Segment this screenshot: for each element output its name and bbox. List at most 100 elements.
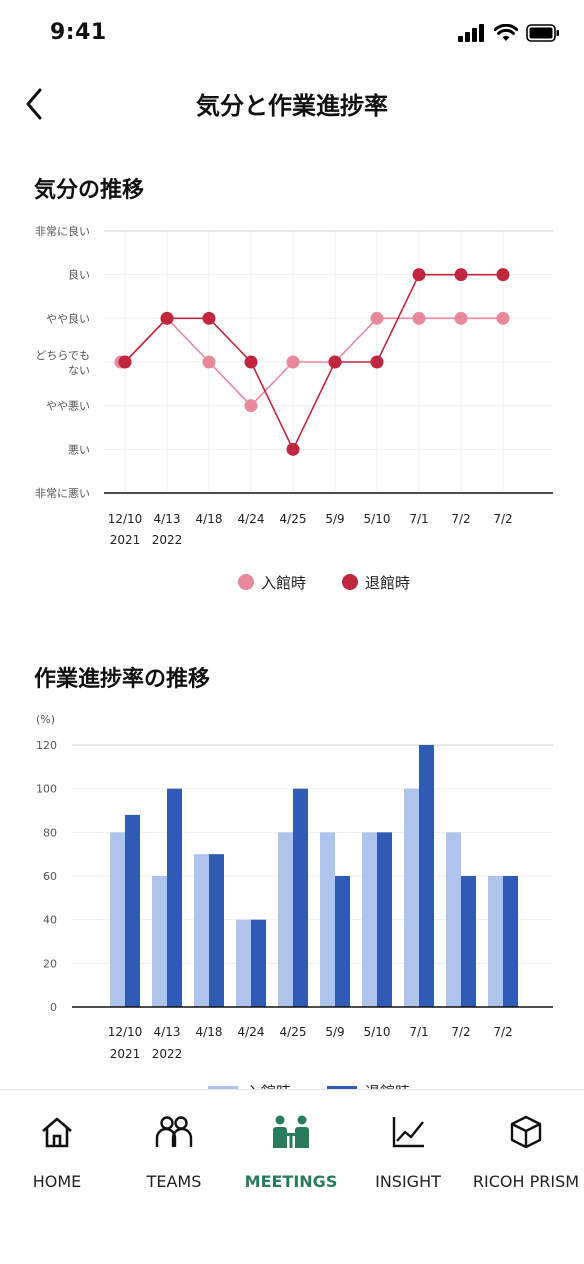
mood-point bbox=[160, 311, 174, 325]
nav-header: 気分と作業進捗率 bbox=[0, 70, 584, 134]
mood-x-tick-year: 2022 bbox=[152, 533, 183, 547]
mood-x-tick-label: 4/18 bbox=[196, 512, 223, 526]
progress-unit-label: (%) bbox=[36, 713, 55, 726]
home-icon bbox=[0, 1112, 115, 1152]
tab-label: HOME bbox=[32, 1172, 82, 1191]
mood-y-tick-label: 良い bbox=[68, 268, 90, 282]
mood-legend-label: 退館時 bbox=[365, 574, 410, 592]
progress-x-tick-label: 5/9 bbox=[325, 1025, 344, 1039]
progress-x-tick-label: 5/10 bbox=[364, 1025, 391, 1039]
progress-bar bbox=[167, 788, 182, 1007]
progress-bar bbox=[419, 745, 434, 1007]
progress-y-tick-label: 0 bbox=[50, 1001, 57, 1014]
progress-y-tick-label: 40 bbox=[43, 914, 57, 927]
wifi-icon bbox=[494, 24, 518, 41]
tab-teams[interactable]: TEAMS bbox=[116, 1112, 232, 1191]
progress-y-tick-label: 60 bbox=[43, 870, 57, 883]
bottom-tab-bar: HOME TEAMS MEETINGS INSIGHT RICOH PRISM bbox=[0, 1089, 584, 1264]
mood-point bbox=[286, 355, 300, 369]
mood-legend-marker bbox=[342, 574, 358, 590]
progress-x-tick-label: 4/13 bbox=[154, 1025, 181, 1039]
progress-x-tick-label: 7/2 bbox=[493, 1025, 512, 1039]
progress-x-tick-label: 7/1 bbox=[409, 1025, 428, 1039]
mood-legend-marker bbox=[238, 574, 254, 590]
progress-bar bbox=[293, 788, 308, 1007]
progress-x-tick-label: 4/25 bbox=[280, 1025, 307, 1039]
progress-bar bbox=[377, 832, 392, 1007]
mood-x-tick-label: 7/2 bbox=[451, 512, 470, 526]
tab-label: INSIGHT bbox=[375, 1172, 441, 1191]
progress-x-tick-label: 4/24 bbox=[238, 1025, 265, 1039]
mood-x-tick-year: 2021 bbox=[110, 533, 141, 547]
mood-y-tick-label: 非常に悪い bbox=[35, 487, 90, 500]
status-bar: 9:41 bbox=[0, 0, 584, 70]
meetings-icon bbox=[233, 1112, 349, 1152]
progress-bar bbox=[404, 788, 419, 1007]
tab-meetings[interactable]: MEETINGS bbox=[233, 1112, 349, 1191]
mood-point bbox=[496, 311, 510, 325]
insight-icon bbox=[350, 1112, 466, 1152]
mood-point bbox=[244, 355, 258, 369]
tab-label: RICOH PRISM bbox=[472, 1172, 580, 1191]
teams-icon bbox=[116, 1112, 232, 1152]
back-button[interactable] bbox=[14, 84, 54, 124]
progress-bar bbox=[446, 832, 461, 1007]
progress-bar bbox=[320, 832, 335, 1007]
mood-series-line bbox=[124, 273, 503, 452]
progress-bar bbox=[152, 876, 167, 1007]
signal-icon bbox=[458, 24, 484, 42]
progress-bar bbox=[251, 919, 266, 1007]
tab-insight[interactable]: INSIGHT bbox=[350, 1112, 466, 1191]
mood-point bbox=[412, 268, 426, 282]
battery-icon bbox=[526, 24, 559, 42]
mood-point bbox=[244, 399, 258, 413]
mood-point bbox=[118, 355, 132, 369]
progress-y-tick-label: 120 bbox=[36, 739, 57, 752]
progress-chart: (%) 0 20 40 60 80 100 120 12/10 2021 4/13 2022 4/18 4… bbox=[36, 713, 553, 1100]
mood-series-line bbox=[124, 317, 503, 407]
page-title: 気分と作業進捗率 bbox=[196, 92, 388, 120]
progress-bar bbox=[362, 832, 377, 1007]
progress-bar bbox=[461, 876, 476, 1007]
progress-y-tick-label: 20 bbox=[43, 957, 57, 970]
progress-bar bbox=[110, 832, 125, 1007]
mood-point bbox=[328, 355, 342, 369]
mood-point bbox=[202, 355, 216, 369]
mood-x-tick-label: 12/10 bbox=[108, 512, 143, 526]
prism-icon bbox=[468, 1112, 584, 1152]
tab-ricoh-prism[interactable]: RICOH PRISM bbox=[468, 1112, 584, 1191]
chevron-left-icon bbox=[26, 88, 42, 120]
progress-bar bbox=[236, 919, 251, 1007]
mood-point bbox=[454, 268, 468, 282]
mood-y-tick-label: どちらでもない bbox=[35, 349, 90, 377]
progress-y-tick-label: 100 bbox=[36, 783, 57, 796]
progress-bar bbox=[278, 832, 293, 1007]
progress-bar bbox=[194, 854, 209, 1007]
mood-y-tick-label: やや良い bbox=[46, 311, 90, 325]
mood-point bbox=[496, 268, 510, 282]
mood-point bbox=[286, 442, 300, 456]
progress-x-tick-label: 12/10 bbox=[108, 1025, 143, 1039]
status-icons bbox=[458, 24, 560, 42]
mood-x-tick-label: 4/25 bbox=[280, 512, 307, 526]
progress-bar bbox=[503, 876, 518, 1007]
progress-bar bbox=[209, 854, 224, 1007]
mood-x-tick-label: 5/10 bbox=[364, 512, 391, 526]
mood-point bbox=[370, 355, 384, 369]
mood-x-tick-label: 4/13 bbox=[154, 512, 181, 526]
tab-label: TEAMS bbox=[146, 1172, 202, 1191]
tab-home[interactable]: HOME bbox=[0, 1112, 115, 1191]
mood-x-tick-label: 7/1 bbox=[409, 512, 428, 526]
mood-chart: 非常に悪い 悪い やや悪い どちらでもない やや良い 良い 非常に良い 12/10 2021 4/… bbox=[35, 224, 553, 592]
mood-y-tick-label: やや悪い bbox=[46, 400, 90, 413]
progress-x-tick-year: 2021 bbox=[110, 1047, 141, 1061]
mood-x-tick-label: 7/2 bbox=[493, 512, 512, 526]
tab-label: MEETINGS bbox=[244, 1172, 338, 1191]
mood-y-tick-label: 悪い bbox=[68, 443, 90, 456]
mood-x-tick-label: 5/9 bbox=[325, 512, 344, 526]
mood-point bbox=[412, 311, 426, 325]
status-time: 9:41 bbox=[50, 20, 107, 45]
mood-point bbox=[454, 311, 468, 325]
mood-point bbox=[202, 311, 216, 325]
mood-x-tick-label: 4/24 bbox=[238, 512, 265, 526]
